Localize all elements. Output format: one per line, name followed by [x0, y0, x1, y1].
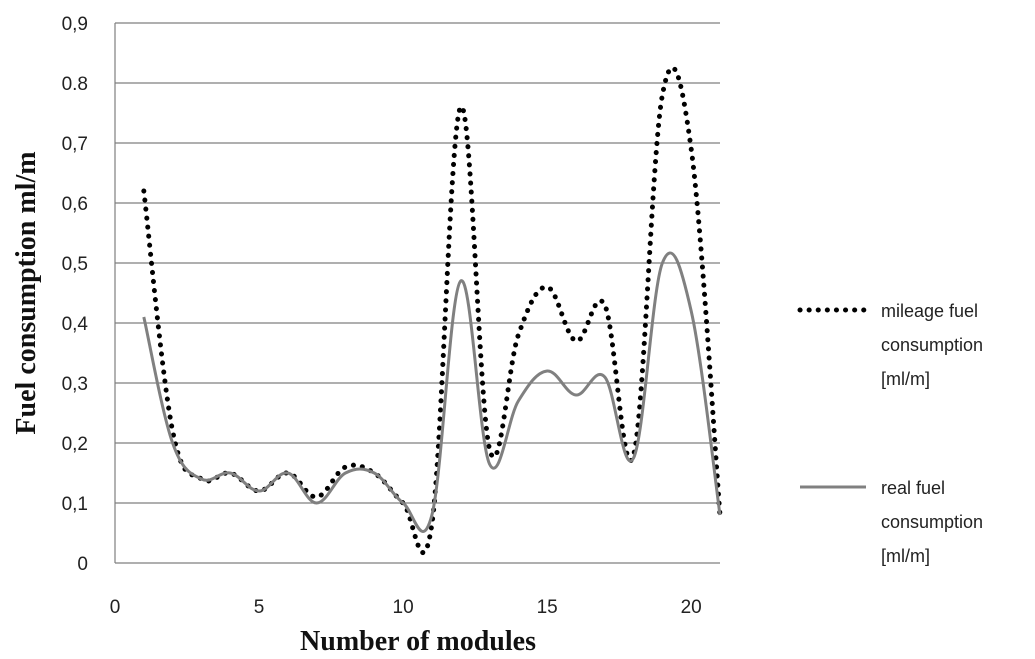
- y-axis-title: Fuel consumption ml/m: [11, 151, 42, 434]
- x-tick-label: 15: [537, 597, 558, 618]
- y-tick-label: 0,5: [62, 254, 88, 275]
- series-lines: [141, 65, 723, 556]
- x-tick-label: 0: [110, 597, 121, 618]
- y-tick-label: 0,6: [62, 194, 88, 215]
- y-tick-label: 0,4: [62, 314, 89, 335]
- legend-label-real: real fuel consumption [ml/m]: [881, 478, 988, 566]
- y-tick-label: 0,3: [62, 374, 88, 395]
- legend: mileage fuel consumption [ml/m] real fue…: [797, 301, 988, 566]
- gridlines: [115, 22, 720, 564]
- legend-label-real-line1: real fuel: [881, 478, 945, 498]
- x-tick-label: 10: [393, 597, 414, 618]
- x-tick-labels: 0 5 10 15 20: [110, 597, 702, 618]
- series-line-real: [142, 251, 722, 533]
- legend-label-mileage-line1: mileage fuel: [881, 301, 978, 321]
- x-axis-title: Number of modules: [300, 626, 536, 657]
- legend-label-mileage: mileage fuel consumption [ml/m]: [881, 301, 988, 389]
- legend-label-mileage-line3: [ml/m]: [881, 369, 930, 389]
- legend-label-real-line3: [ml/m]: [881, 546, 930, 566]
- y-tick-label: 0,1: [62, 494, 88, 515]
- y-tick-label: 0: [77, 554, 88, 575]
- y-tick-label: 0.8: [62, 74, 88, 95]
- y-tick-labels: 0 0,1 0,2 0,3 0,4 0,5 0,6 0,7 0.8 0,9: [62, 14, 89, 575]
- series-line-mileage: [141, 65, 723, 556]
- y-tick-label: 0,7: [62, 134, 88, 155]
- legend-label-mileage-line2: consumption: [881, 335, 983, 355]
- legend-label-real-line2: consumption: [881, 512, 983, 532]
- y-tick-label: 0,2: [62, 434, 88, 455]
- x-tick-label: 20: [681, 597, 702, 618]
- y-tick-label: 0,9: [62, 14, 88, 35]
- x-tick-label: 5: [254, 597, 265, 618]
